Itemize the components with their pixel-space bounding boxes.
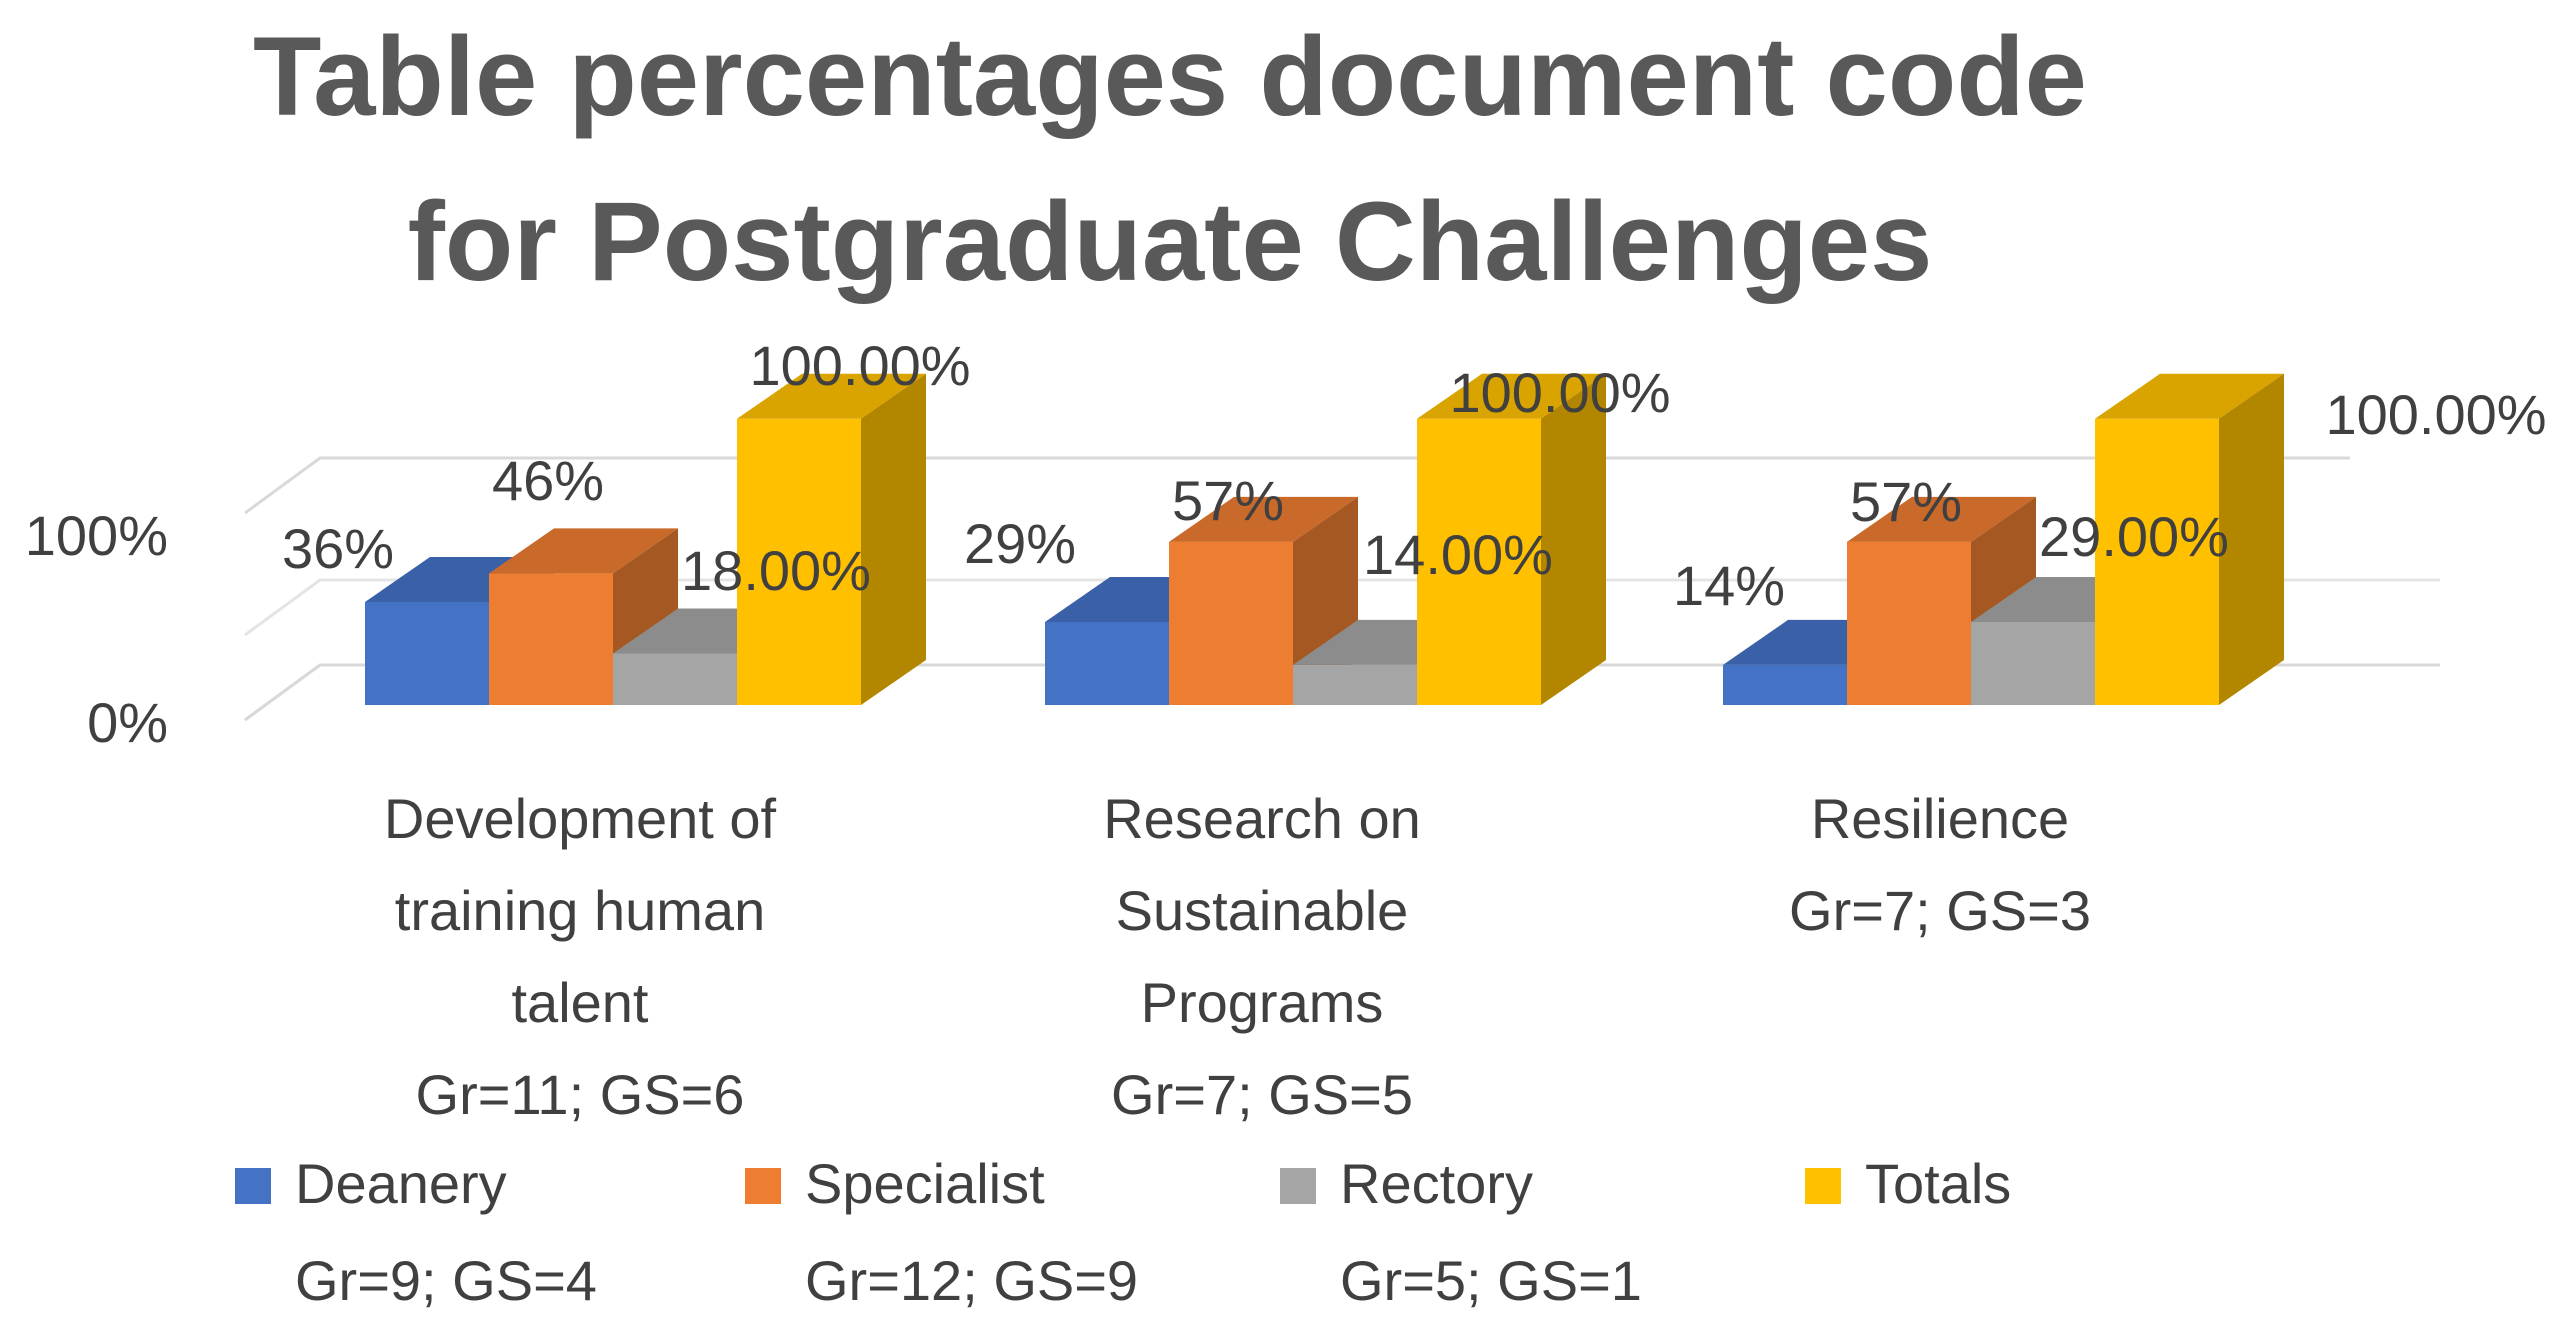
category-label: talent xyxy=(512,971,649,1034)
floor-edge xyxy=(244,663,321,722)
legend-swatch xyxy=(745,1168,781,1204)
legend-label: Totals xyxy=(1865,1152,2011,1215)
category-label: Sustainable xyxy=(1116,879,1409,942)
bar-front-face xyxy=(1847,541,1971,705)
category-label: Programs xyxy=(1141,971,1384,1034)
bar-totals-1 xyxy=(1417,373,1606,705)
category-label: Gr=11; GS=6 xyxy=(416,1063,745,1126)
y-tick-label: 100% xyxy=(25,504,168,567)
bar-front-face xyxy=(737,418,861,705)
data-label: 14.00% xyxy=(1363,523,1553,586)
data-label: 100.00% xyxy=(2325,383,2546,446)
legend-swatch xyxy=(1805,1168,1841,1204)
category-label: Gr=7; GS=3 xyxy=(1789,879,2091,942)
bar-front-face xyxy=(1723,664,1847,705)
bar-front-face xyxy=(1045,622,1169,705)
data-label: 14% xyxy=(1673,554,1785,617)
legend: Deanery Gr=9; GS=4 Specialist Gr=12; GS=9 Re… xyxy=(235,1152,2011,1312)
category-label: Development of xyxy=(384,787,777,850)
bar-side-face xyxy=(861,373,926,705)
bar-totals-0 xyxy=(737,373,926,705)
legend-swatch xyxy=(235,1168,271,1204)
legend-sublabel: Gr=9; GS=4 xyxy=(295,1249,597,1312)
bar-front-face xyxy=(613,653,737,705)
bar-top-face xyxy=(489,528,678,574)
bar-top-face xyxy=(1417,373,1606,419)
bar-top-face xyxy=(2095,373,2284,419)
axes: 0% 100% Development of training human talent… xyxy=(25,504,2091,1126)
bar-specialist-1 xyxy=(1169,496,1358,705)
bar-top-face xyxy=(737,373,926,419)
bar-side-face xyxy=(2219,373,2284,705)
data-label: 18.00% xyxy=(681,539,871,602)
category-label: Gr=7; GS=5 xyxy=(1111,1063,1413,1126)
data-label: 100.00% xyxy=(1449,361,1670,424)
data-label: 46% xyxy=(492,449,604,512)
bar-front-face xyxy=(1169,541,1293,705)
legend-sublabel: Gr=12; GS=9 xyxy=(805,1249,1138,1312)
legend-label: Specialist xyxy=(805,1152,1045,1215)
gridline-100 xyxy=(244,456,2350,515)
data-label: 57% xyxy=(1172,469,1284,532)
bar-front-face xyxy=(365,601,489,705)
category-label: training human xyxy=(395,879,765,942)
y-tick-label: 0% xyxy=(87,691,168,754)
bar-front-face xyxy=(1293,664,1417,705)
category-label: Resilience xyxy=(1811,787,2069,850)
chart-title-line-2: for Postgraduate Challenges xyxy=(408,179,1933,304)
bar-front-face xyxy=(2095,418,2219,705)
bar-front-face xyxy=(489,573,613,705)
legend-item-deanery: Deanery Gr=9; GS=4 xyxy=(235,1152,597,1312)
chart-title-line-1: Table percentages document code xyxy=(253,14,2087,139)
data-label: 36% xyxy=(282,517,394,580)
data-label: 29% xyxy=(964,512,1076,575)
legend-item-specialist: Specialist Gr=12; GS=9 xyxy=(745,1152,1138,1312)
legend-swatch xyxy=(1280,1168,1316,1204)
legend-label: Deanery xyxy=(295,1152,507,1215)
gridline-mid xyxy=(244,578,2440,637)
bar-top-face xyxy=(1847,496,2036,542)
data-labels: 36% 29% 14% 46% 57% 57% 18.00% 14.00% 29.00% 100.… xyxy=(282,334,2547,617)
legend-sublabel: Gr=5; GS=1 xyxy=(1340,1249,1642,1312)
bar-top-face xyxy=(1169,496,1358,542)
bars xyxy=(365,373,2284,705)
bar-side-face xyxy=(1541,373,1606,705)
data-label: 100.00% xyxy=(749,334,970,397)
data-label: 57% xyxy=(1850,470,1962,533)
legend-item-totals: Totals xyxy=(1805,1152,2011,1215)
bar-front-face xyxy=(1417,418,1541,705)
bar-front-face xyxy=(1971,622,2095,705)
category-label: Research on xyxy=(1103,787,1421,850)
data-label: 29.00% xyxy=(2039,505,2229,568)
bar-totals-2 xyxy=(2095,373,2284,705)
legend-item-rectory: Rectory Gr=5; GS=1 xyxy=(1280,1152,1642,1312)
legend-label: Rectory xyxy=(1340,1152,1533,1215)
